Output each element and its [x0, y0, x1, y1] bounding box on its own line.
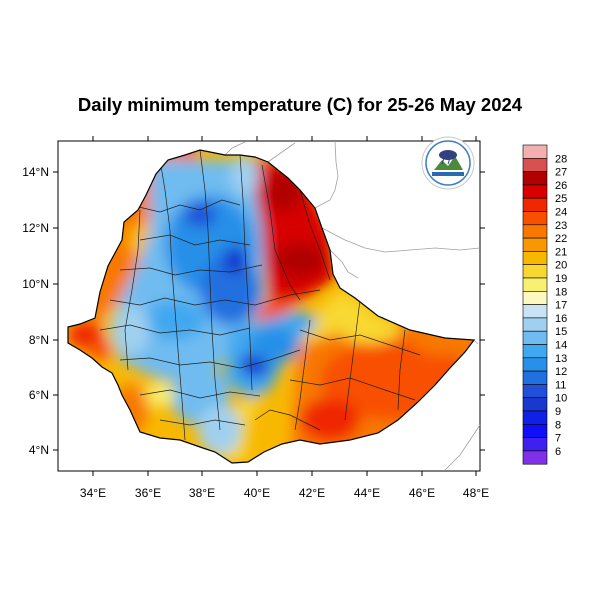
y-tick-label: 12°N	[22, 221, 49, 235]
colorbar-swatch	[522, 144, 548, 159]
x-tick-label: 38°E	[189, 486, 215, 500]
x-tick-label: 44°E	[354, 486, 380, 500]
colorbar-label: 14	[555, 340, 567, 352]
colorbar-swatch	[522, 330, 548, 345]
colorbar-label: 25	[555, 193, 567, 205]
colorbar-swatch	[522, 357, 548, 372]
y-tick-label: 6°N	[29, 388, 49, 402]
map-title: Daily minimum temperature (C) for 25-26 …	[77, 94, 523, 115]
colorbar-label: 6	[555, 446, 561, 458]
colorbar-swatch	[522, 344, 548, 359]
colorbar-label: 23	[555, 220, 567, 232]
colorbar-swatch	[522, 264, 548, 279]
x-tick-label: 36°E	[135, 486, 161, 500]
colorbar-label: 22	[555, 233, 567, 245]
colorbar-label: 27	[555, 167, 567, 179]
x-tick-labels: 34°E 36°E 38°E 40°E 42°E 44°E 46°E 48°E	[80, 486, 489, 500]
x-tick-label: 34°E	[80, 486, 106, 500]
colorbar-label: 16	[555, 313, 567, 325]
colorbar-swatch	[522, 277, 548, 292]
meteorology-logo-icon	[421, 136, 475, 190]
colorbar-swatch	[522, 410, 548, 425]
colorbar-label: 18	[555, 286, 567, 298]
y-tick-label: 4°N	[29, 443, 49, 457]
colorbar-label: 19	[555, 273, 567, 285]
colorbar-label: 26	[555, 180, 567, 192]
colorbar-swatch	[522, 211, 548, 226]
colorbar-swatch	[522, 423, 548, 438]
y-axis	[53, 171, 485, 451]
colorbar-swatch	[522, 317, 548, 332]
colorbar-swatch	[522, 437, 548, 452]
colorbar-label: 11	[555, 379, 566, 391]
colorbar-label: 17	[555, 300, 567, 312]
admin-borders	[99, 150, 421, 441]
colorbar-label: 10	[555, 393, 567, 405]
colorbar-swatch	[522, 304, 548, 319]
x-axis	[92, 136, 477, 476]
ethiopia-border	[67, 149, 476, 464]
x-tick-label: 46°E	[409, 486, 435, 500]
colorbar-label: 21	[555, 246, 567, 258]
colorbar-label: 15	[555, 326, 567, 338]
colorbar-swatch	[522, 158, 548, 172]
colorbar-swatch	[522, 171, 548, 186]
y-tick-label: 14°N	[22, 165, 49, 179]
colorbar-swatch	[522, 184, 548, 199]
colorbar-swatch	[522, 370, 548, 385]
colorbar-label: 8	[555, 419, 561, 431]
colorbar-label: 13	[555, 353, 567, 365]
colorbar-swatch	[522, 384, 548, 398]
x-tick-label: 48°E	[463, 486, 489, 500]
colorbar-label: 28	[555, 153, 567, 165]
colorbar-swatch	[522, 237, 548, 252]
colorbar-label: 20	[555, 260, 567, 272]
colorbar-label: 9	[555, 406, 561, 418]
y-tick-label: 8°N	[29, 333, 49, 347]
y-tick-label: 10°N	[22, 277, 49, 291]
colorbar-swatch	[522, 197, 548, 212]
colorbar-swatch	[522, 290, 548, 305]
colorbar-swatch	[522, 397, 548, 412]
colorbar-label: 12	[555, 366, 567, 378]
colorbar-swatch	[522, 450, 548, 465]
colorbar-swatch	[522, 224, 548, 239]
neighbor-borders	[224, 140, 481, 471]
x-tick-label: 42°E	[299, 486, 325, 500]
x-tick-label: 40°E	[244, 486, 270, 500]
y-tick-labels: 4°N 6°N 8°N 10°N 12°N 14°N	[22, 165, 49, 457]
colorbar-label: 24	[555, 207, 567, 219]
colorbar-label: 7	[555, 433, 561, 445]
colorbar-swatch	[522, 251, 548, 265]
